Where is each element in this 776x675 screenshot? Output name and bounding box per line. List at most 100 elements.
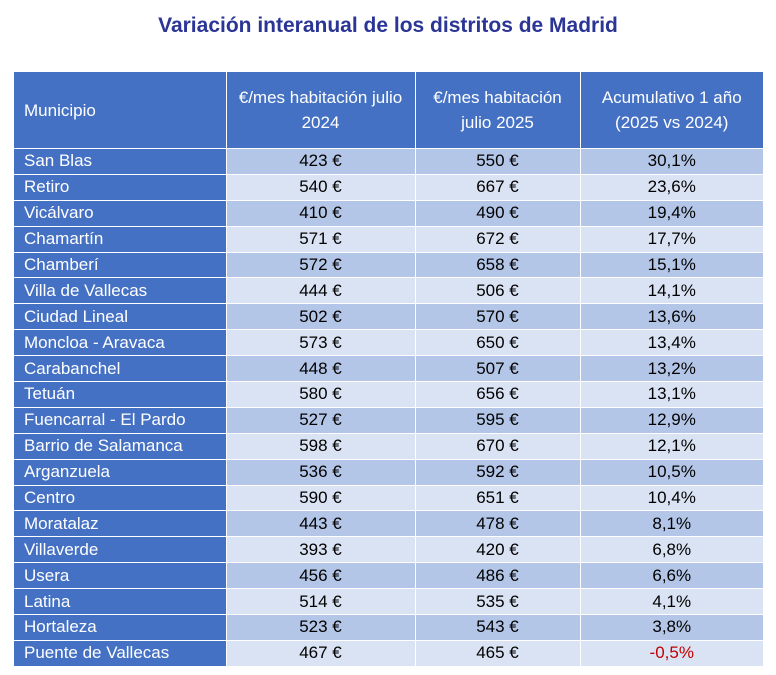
cell-july-2025: 506 € [414,277,580,304]
cell-cumulative: 12,1% [579,432,763,460]
table-row: Moncloa - Aravaca 573 €650 €13,4% [14,329,763,356]
cell-july-2025: 420 € [414,536,580,563]
cell-municipio: Tetuán [14,381,226,408]
cell-cumulative: 14,1% [579,277,763,304]
cell-municipio: Hortaleza [14,614,226,641]
cell-cumulative: 6,8% [579,536,763,563]
table-row: Villa de Vallecas 444 €506 €14,1% [14,277,763,304]
table-row: Latina 514 €535 €4,1% [14,588,763,615]
cell-july-2025: 651 € [414,484,580,511]
cell-july-2025: 570 € [414,303,580,330]
cell-july-2024: 523 € [225,614,415,641]
cell-july-2024: 423 € [225,148,415,175]
table-row: Ciudad Lineal 502 €570 €13,6% [14,303,763,330]
data-table: Municipio €/mes habitación julio 2024 €/… [14,72,763,666]
cell-municipio: Centro [14,484,226,511]
table-row: Villaverde 393 €420 €6,8% [14,536,763,563]
cell-july-2025: 486 € [414,562,580,589]
cell-cumulative: 4,1% [579,588,763,615]
table-row: Fuencarral - El Pardo 527 €595 €12,9% [14,406,763,434]
table-row: Barrio de Salamanca 598 €670 €12,1% [14,432,763,460]
cell-municipio: Villaverde [14,536,226,563]
table-row: Vicálvaro 410 €490 €19,4% [14,199,763,227]
cell-cumulative: 10,5% [579,458,763,486]
cell-july-2025: 650 € [414,329,580,356]
cell-municipio: Latina [14,588,226,615]
cell-municipio: Moncloa - Aravaca [14,329,226,356]
cell-july-2025: 595 € [414,406,580,434]
cell-july-2024: 467 € [225,639,415,666]
cell-cumulative: 13,2% [579,355,763,382]
cell-municipio: Villa de Vallecas [14,277,226,304]
cell-july-2024: 456 € [225,562,415,589]
cell-cumulative: 23,6% [579,173,763,201]
cell-municipio: Arganzuela [14,458,226,486]
cell-municipio: Usera [14,562,226,589]
cell-municipio: San Blas [14,148,226,175]
table-row: Moratalaz 443 €478 €8,1% [14,510,763,537]
cell-july-2024: 393 € [225,536,415,563]
cell-municipio: Puente de Vallecas [14,639,226,666]
cell-july-2025: 667 € [414,173,580,201]
cell-july-2025: 550 € [414,148,580,175]
cell-july-2024: 571 € [225,225,415,253]
cell-cumulative: -0,5% [579,639,763,666]
cell-municipio: Chamartín [14,225,226,253]
cell-july-2025: 672 € [414,225,580,253]
table-row: Centro 590 €651 €10,4% [14,484,763,511]
cell-july-2024: 580 € [225,381,415,408]
header-cumulative: Acumulativo 1 año (2025 vs 2024) [579,72,763,149]
page-title: Variación interanual de los distritos de… [158,14,618,37]
cell-july-2024: 598 € [225,432,415,460]
cell-municipio: Ciudad Lineal [14,303,226,330]
header-municipio: Municipio [14,72,226,149]
cell-cumulative: 10,4% [579,484,763,511]
cell-july-2024: 527 € [225,406,415,434]
cell-cumulative: 12,9% [579,406,763,434]
cell-july-2025: 656 € [414,381,580,408]
cell-municipio: Chamberí [14,251,226,278]
cell-municipio: Barrio de Salamanca [14,432,226,460]
table-row: Usera 456 €486 €6,6% [14,562,763,589]
table-row: San Blas 423 €550 €30,1% [14,148,763,175]
cell-cumulative: 6,6% [579,562,763,589]
table-row: Carabanchel 448 €507 €13,2% [14,355,763,382]
cell-july-2025: 465 € [414,639,580,666]
cell-july-2025: 507 € [414,355,580,382]
cell-municipio: Carabanchel [14,355,226,382]
header-july-2025: €/mes habitación julio 2025 [414,72,580,149]
table-row: Puente de Vallecas 467 €465 € -0,5% [14,639,763,666]
cell-july-2024: 536 € [225,458,415,486]
cell-july-2025: 592 € [414,458,580,486]
cell-cumulative: 15,1% [579,251,763,278]
cell-july-2024: 540 € [225,173,415,201]
cell-cumulative: 13,1% [579,381,763,408]
cell-municipio: Moratalaz [14,510,226,537]
header-july-2024: €/mes habitación julio 2024 [225,72,415,149]
table-row: Tetuán 580 €656 €13,1% [14,381,763,408]
cell-july-2024: 502 € [225,303,415,330]
cell-cumulative: 17,7% [579,225,763,253]
cell-july-2024: 590 € [225,484,415,511]
cell-july-2024: 448 € [225,355,415,382]
cell-july-2025: 543 € [414,614,580,641]
cell-municipio: Retiro [14,173,226,201]
cell-municipio: Vicálvaro [14,199,226,227]
cell-cumulative: 8,1% [579,510,763,537]
cell-july-2025: 670 € [414,432,580,460]
cell-cumulative: 19,4% [579,199,763,227]
cell-july-2024: 573 € [225,329,415,356]
cell-july-2024: 572 € [225,251,415,278]
cell-july-2024: 410 € [225,199,415,227]
cell-cumulative: 13,6% [579,303,763,330]
cell-cumulative: 13,4% [579,329,763,356]
cell-july-2024: 514 € [225,588,415,615]
cell-cumulative: 3,8% [579,614,763,641]
cell-july-2025: 478 € [414,510,580,537]
cell-july-2025: 658 € [414,251,580,278]
table-row: Retiro 540 €667 €23,6% [14,173,763,201]
table-row: Chamberí 572 €658 €15,1% [14,251,763,278]
cell-july-2024: 443 € [225,510,415,537]
table-header-row: Municipio €/mes habitación julio 2024 €/… [14,72,763,149]
table-body: San Blas 423 €550 €30,1% Retiro 540 €667 €2… [14,148,763,666]
